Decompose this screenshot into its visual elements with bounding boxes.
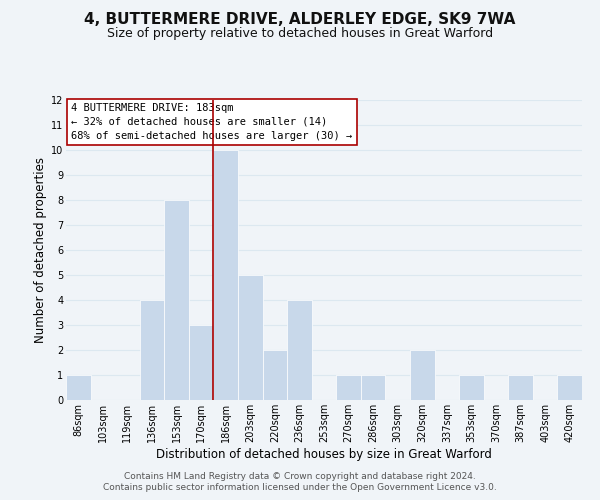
Bar: [189, 325, 214, 400]
Bar: [263, 350, 287, 400]
Bar: [336, 375, 361, 400]
Text: Contains HM Land Registry data © Crown copyright and database right 2024.: Contains HM Land Registry data © Crown c…: [124, 472, 476, 481]
Bar: [214, 150, 238, 400]
X-axis label: Distribution of detached houses by size in Great Warford: Distribution of detached houses by size …: [156, 448, 492, 460]
Bar: [164, 200, 189, 400]
Bar: [361, 375, 385, 400]
Text: 4 BUTTERMERE DRIVE: 183sqm
← 32% of detached houses are smaller (14)
68% of semi: 4 BUTTERMERE DRIVE: 183sqm ← 32% of deta…: [71, 103, 352, 141]
Bar: [508, 375, 533, 400]
Bar: [140, 300, 164, 400]
Text: 4, BUTTERMERE DRIVE, ALDERLEY EDGE, SK9 7WA: 4, BUTTERMERE DRIVE, ALDERLEY EDGE, SK9 …: [85, 12, 515, 28]
Y-axis label: Number of detached properties: Number of detached properties: [34, 157, 47, 343]
Bar: [410, 350, 434, 400]
Bar: [557, 375, 582, 400]
Bar: [238, 275, 263, 400]
Text: Size of property relative to detached houses in Great Warford: Size of property relative to detached ho…: [107, 28, 493, 40]
Text: Contains public sector information licensed under the Open Government Licence v3: Contains public sector information licen…: [103, 484, 497, 492]
Bar: [459, 375, 484, 400]
Bar: [287, 300, 312, 400]
Bar: [66, 375, 91, 400]
